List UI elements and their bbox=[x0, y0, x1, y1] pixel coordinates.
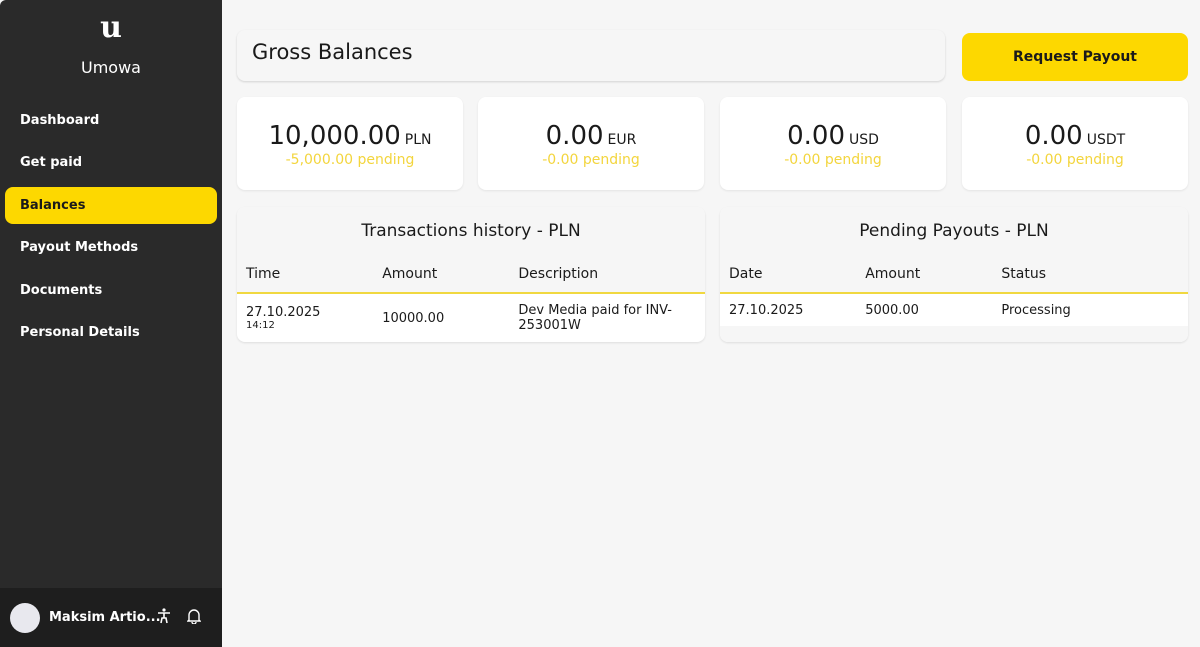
table-header: Date Amount Status bbox=[720, 255, 1188, 294]
sidebar-item-documents[interactable]: Documents bbox=[20, 283, 103, 298]
column-header-amount: Amount bbox=[865, 265, 921, 282]
umowa-logo: u bbox=[100, 10, 122, 45]
page-title: Gross Balances bbox=[237, 30, 945, 81]
balance-card-pln: 10,000.00 PLN -5,000.00 pending bbox=[237, 97, 463, 190]
balance-pending: -0.00 pending bbox=[1026, 152, 1124, 168]
balance-currency: PLN bbox=[404, 132, 432, 148]
user-panel: Maksim Artio... bbox=[0, 588, 222, 647]
balance-pending: -5,000.00 pending bbox=[285, 152, 415, 168]
table-row: 27.10.2025 5000.00 Processing bbox=[720, 294, 1188, 326]
balance-amount: 0.00 bbox=[787, 121, 845, 151]
avatar[interactable] bbox=[10, 602, 40, 633]
transaction-date: 27.10.2025 bbox=[246, 305, 321, 320]
balance-amount: 0.00 bbox=[545, 121, 604, 151]
sidebar: u Umowa Dashboard Get paid Balances Payo… bbox=[0, 0, 222, 647]
column-header-time: Time bbox=[246, 265, 281, 282]
balance-amount: 0.00 bbox=[1024, 121, 1083, 151]
balance-card-eur: 0.00 EUR -0.00 pending bbox=[478, 97, 704, 190]
transactions-title: Transactions history - PLN bbox=[237, 207, 705, 255]
transaction-amount: 10000.00 bbox=[382, 310, 445, 326]
balance-card-usdt: 0.00 USDT -0.00 pending bbox=[962, 97, 1188, 190]
payout-amount: 5000.00 bbox=[865, 302, 919, 318]
transaction-clock: 14:12 bbox=[246, 320, 275, 331]
table-header: Time Amount Description bbox=[237, 255, 705, 294]
sidebar-item-personal-details[interactable]: Personal Details bbox=[20, 325, 140, 340]
transactions-table: Transactions history - PLN Time Amount D… bbox=[237, 207, 705, 342]
column-header-amount: Amount bbox=[382, 265, 438, 282]
balance-card-usd: 0.00 USD -0.00 pending bbox=[720, 97, 946, 190]
user-name[interactable]: Maksim Artio... bbox=[49, 610, 161, 625]
request-payout-button[interactable]: Request Payout bbox=[962, 33, 1188, 81]
sidebar-item-payout-methods[interactable]: Payout Methods bbox=[20, 240, 139, 255]
accessibility-icon[interactable] bbox=[149, 607, 179, 628]
sidebar-item-balances[interactable]: Balances bbox=[5, 187, 217, 224]
balance-pending: -0.00 pending bbox=[784, 152, 882, 168]
balance-currency: EUR bbox=[607, 132, 637, 148]
sidebar-item-dashboard[interactable]: Dashboard bbox=[20, 113, 100, 128]
payouts-title: Pending Payouts - PLN bbox=[720, 207, 1188, 255]
column-header-status: Status bbox=[1001, 265, 1046, 282]
balance-amount: 10,000.00 bbox=[268, 121, 401, 151]
brand-name: Umowa bbox=[81, 58, 141, 77]
table-row: 27.10.2025 14:12 10000.00 Dev Media paid … bbox=[237, 294, 705, 342]
column-header-date: Date bbox=[729, 265, 763, 282]
payouts-table: Pending Payouts - PLN Date Amount Status… bbox=[720, 207, 1188, 342]
column-header-description: Description bbox=[518, 265, 599, 282]
bell-icon[interactable] bbox=[179, 608, 209, 628]
balance-currency: USD bbox=[848, 132, 879, 148]
transaction-description: Dev Media paid for INV-253001W bbox=[518, 303, 672, 333]
payout-status: Processing bbox=[1001, 302, 1071, 318]
sidebar-item-get-paid[interactable]: Get paid bbox=[20, 155, 83, 170]
balance-currency: USDT bbox=[1086, 132, 1126, 148]
transaction-time: 27.10.2025 14:12 bbox=[246, 305, 382, 331]
payout-date: 27.10.2025 bbox=[729, 302, 804, 318]
balance-pending: -0.00 pending bbox=[542, 152, 640, 168]
